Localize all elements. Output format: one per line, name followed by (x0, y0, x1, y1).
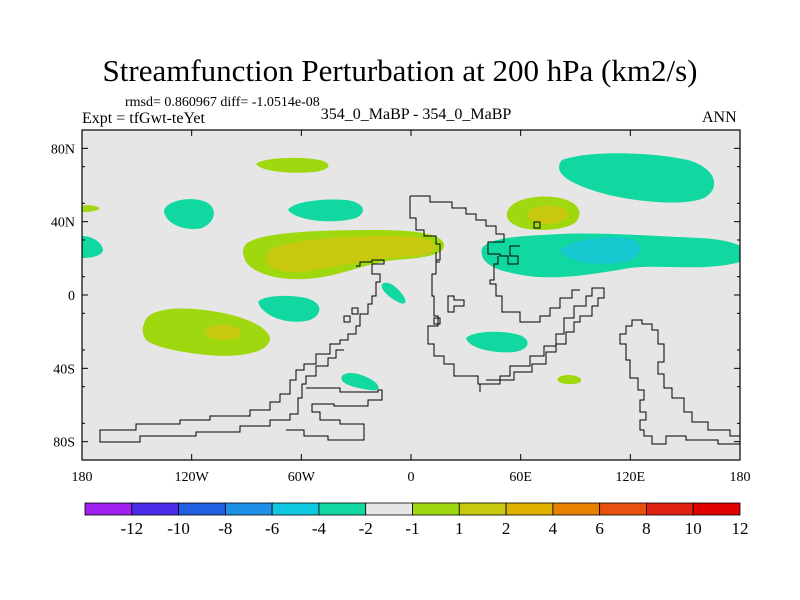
colorbar-label: -12 (120, 519, 143, 538)
contour-neg-north-pacific (164, 199, 214, 230)
y-tick-label: 40S (53, 362, 75, 377)
chart-title: Streamfunction Perturbation at 200 hPa (… (102, 53, 698, 88)
coastline-mid-atlantic (447, 295, 465, 313)
y-axis: 80N 40N 0 40S 80S (51, 129, 740, 461)
contour-pos-arctic-north (256, 157, 329, 173)
contour-pos-south-pacific-core (205, 324, 242, 340)
colorbar-label: 10 (685, 519, 702, 538)
x-tick-label: 180 (72, 470, 93, 485)
center-label: 354_0_MaBP - 354_0_MaBP (320, 106, 512, 123)
x-tick-label: 120E (616, 470, 646, 485)
contour-neg-east-asia-core (560, 237, 641, 264)
x-tick-label: 60E (509, 470, 532, 485)
colorbar-swatch (318, 502, 367, 516)
colorbar-label: 12 (732, 519, 749, 538)
stats-label: rmsd= 0.860967 diff= -1.0514e-08 (125, 95, 320, 110)
colorbar-label: -8 (218, 519, 232, 538)
contour-neg-west-edge (82, 236, 103, 258)
colorbar-swatch (458, 502, 507, 516)
colorbar-label: 8 (642, 519, 651, 538)
colorbar-swatch (178, 502, 226, 516)
season-label: ANN (702, 109, 737, 126)
contour-neg-brazil (381, 282, 406, 304)
colorbar-swatch (505, 502, 554, 516)
colorbar: -12 -10 -8 -6 -4 -2 -1 1 2 4 6 8 10 12 (84, 502, 749, 538)
contour-neg-arctic-east (558, 153, 715, 203)
colorbar-label: -10 (167, 519, 190, 538)
contour-neg-south-africa (466, 331, 528, 353)
y-tick-label: 40N (51, 216, 75, 231)
colorbar-label: 2 (502, 519, 511, 538)
colorbar-swatch (365, 502, 413, 516)
contour-neg-south-atlantic (341, 373, 379, 391)
colorbar-swatch (599, 502, 647, 516)
colorbar-swatch (271, 502, 320, 516)
coastline-islands-2 (351, 307, 359, 315)
colorbar-label: 6 (595, 519, 604, 538)
coastline-islands-1 (343, 315, 351, 323)
colorbar-swatch (224, 502, 273, 516)
contour-neg-north-atlantic (288, 199, 363, 222)
contour-pos-west-edge (82, 205, 100, 212)
colorbar-swatch (646, 502, 694, 516)
colorbar-label: -4 (312, 519, 327, 538)
colorbar-swatch (412, 502, 460, 516)
coastline-americas (99, 259, 385, 443)
colorbar-swatch (131, 502, 179, 516)
coastline-africa-east (410, 195, 520, 265)
colorbar-label: -6 (265, 519, 279, 538)
coastline-antarctic-ridge (286, 387, 383, 441)
x-tick-label: 0 (408, 470, 415, 485)
x-tick-label: 120W (175, 470, 210, 485)
coastline-patch-1 (533, 221, 541, 229)
coastline-arabia (435, 252, 440, 263)
contour-pos-asia-core (527, 205, 569, 224)
y-tick-label: 0 (68, 289, 75, 304)
continent-outlines (99, 195, 740, 445)
colorbar-swatch (692, 502, 741, 516)
coastline-north (409, 196, 605, 385)
colorbar-label: -2 (359, 519, 373, 538)
y-tick-label: 80S (53, 436, 75, 451)
colorbar-label: 4 (549, 519, 558, 538)
colorbar-label: 1 (455, 519, 464, 538)
y-tick-label: 80N (51, 142, 75, 157)
x-axis: 180 120W 60W 0 60E 120E 180 (72, 130, 751, 485)
contour-field (82, 153, 740, 391)
experiment-label: Expt = tfGwt-teYet (82, 110, 205, 127)
coastline-india (489, 256, 580, 323)
colorbar-swatch (84, 502, 133, 516)
colorbar-swatch (552, 502, 601, 516)
coastline-australia (619, 319, 740, 445)
coastline-islands-3 (433, 317, 441, 325)
contour-neg-equator-pacific (258, 295, 320, 322)
x-tick-label: 180 (730, 470, 751, 485)
x-tick-label: 60W (288, 470, 316, 485)
contour-pos-indian-ocean (557, 375, 582, 384)
colorbar-label: -1 (405, 519, 419, 538)
contour-pos-atlantic-core (266, 236, 436, 272)
